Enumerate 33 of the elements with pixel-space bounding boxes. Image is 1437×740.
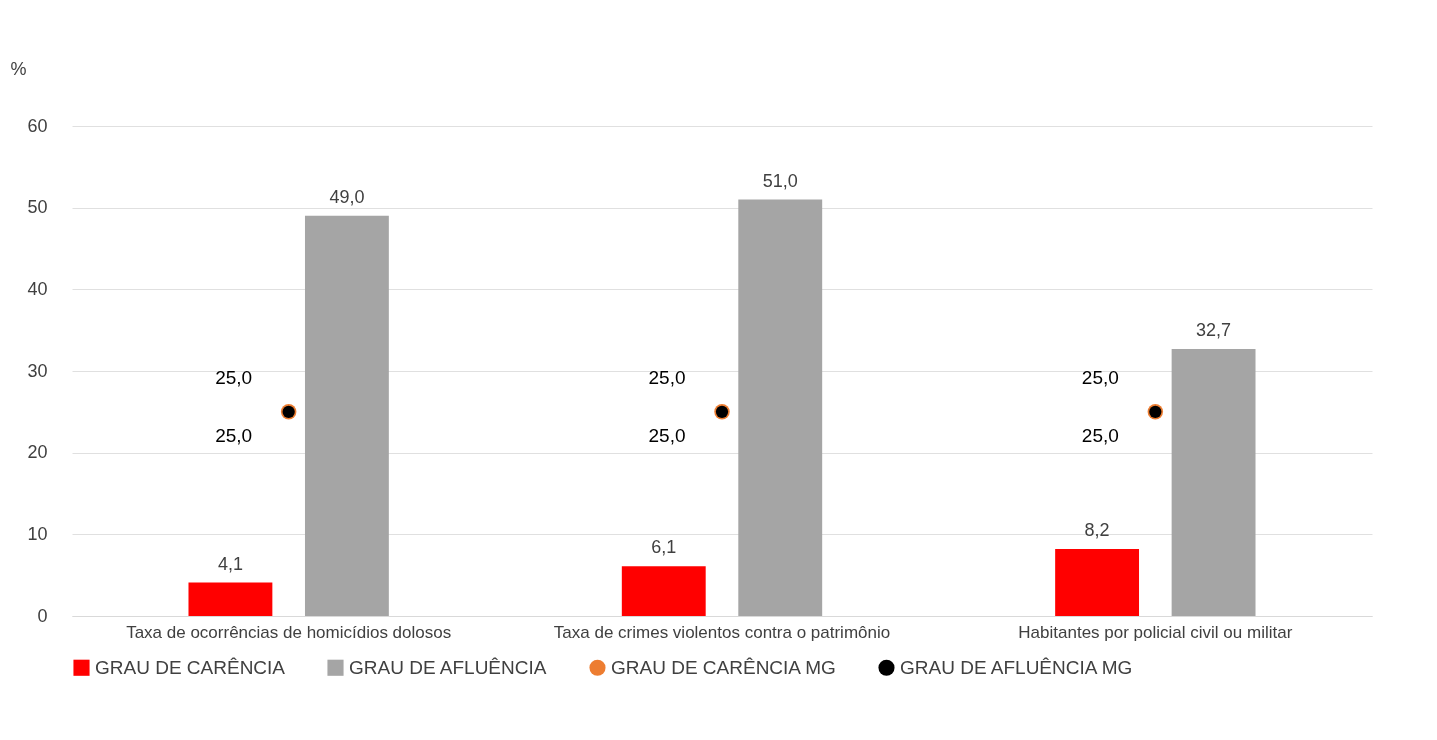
data-label: 25,0 bbox=[648, 424, 686, 446]
data-label: 32,7 bbox=[1196, 319, 1232, 340]
bar bbox=[304, 215, 389, 616]
data-label: 25,0 bbox=[648, 366, 686, 388]
bar bbox=[188, 582, 273, 616]
y-tick-label: 0 bbox=[37, 605, 48, 626]
bar bbox=[738, 199, 823, 616]
legend-label: GRAU DE AFLUÊNCIA bbox=[349, 656, 547, 678]
data-label: 49,0 bbox=[329, 186, 365, 207]
y-tick-label: 30 bbox=[27, 360, 48, 381]
data-label: 51,0 bbox=[762, 170, 798, 191]
legend-label: GRAU DE CARÊNCIA bbox=[95, 656, 286, 678]
x-tick-label: Taxa de ocorrências de homicídios dolosos bbox=[126, 622, 452, 642]
legend-label: GRAU DE CARÊNCIA MG bbox=[611, 656, 836, 678]
y-tick-label: 60 bbox=[27, 115, 48, 136]
data-label: 4,1 bbox=[217, 553, 243, 574]
y-axis-title: % bbox=[10, 58, 27, 79]
data-label: 25,0 bbox=[1081, 424, 1119, 446]
data-label: 25,0 bbox=[1081, 366, 1119, 388]
data-label: 6,1 bbox=[651, 537, 677, 558]
data-label: 25,0 bbox=[215, 366, 253, 388]
bar bbox=[1055, 549, 1140, 616]
bar bbox=[621, 566, 706, 616]
data-label: 8,2 bbox=[1084, 520, 1110, 541]
x-tick-label: Taxa de crimes violentos contra o patrimônio bbox=[553, 622, 891, 642]
bar bbox=[1171, 348, 1256, 616]
data-label: 25,0 bbox=[215, 424, 253, 446]
y-tick-label: 40 bbox=[27, 278, 48, 299]
legend-label: GRAU DE AFLUÊNCIA MG bbox=[900, 656, 1133, 678]
y-tick-label: 20 bbox=[27, 442, 48, 463]
y-tick-label: 10 bbox=[27, 523, 48, 544]
x-tick-label: Habitantes por policial civil ou militar bbox=[1018, 622, 1293, 642]
y-tick-label: 50 bbox=[27, 197, 48, 218]
